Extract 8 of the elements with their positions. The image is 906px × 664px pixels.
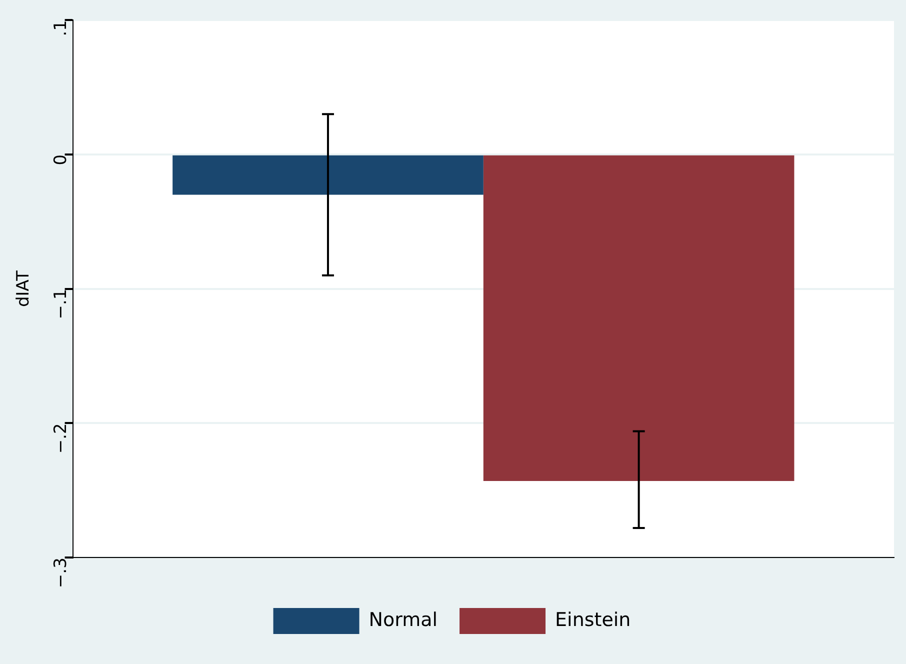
y-tick-label: −.1: [51, 288, 72, 320]
y-axis-title: dIAT: [14, 270, 34, 308]
y-tick-label: 0: [51, 154, 72, 166]
legend-label: Normal: [368, 608, 438, 631]
legend-label: Einstein: [555, 608, 631, 631]
y-tick-label: −.3: [51, 558, 72, 588]
y-tick-label: −.2: [51, 423, 72, 454]
y-tick-label: .1: [51, 20, 72, 36]
